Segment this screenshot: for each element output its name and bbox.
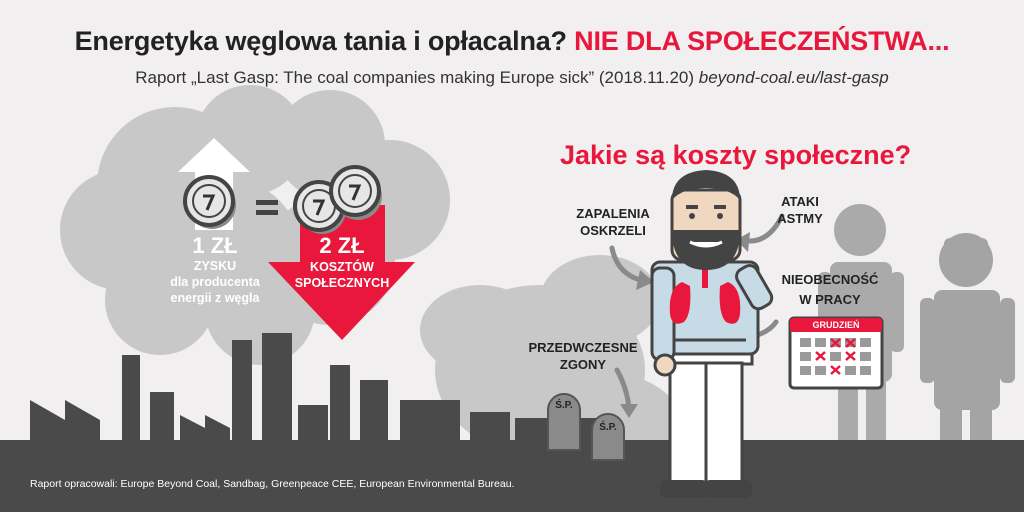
bronchitis-label-2: OSKRZELI <box>580 223 646 238</box>
title-main: Energetyka węglowa tania i opłacalna? <box>74 26 567 56</box>
asthma-label-1: ATAKI <box>781 194 819 209</box>
report-reference: Raport „Last Gasp: The coal companies ma… <box>135 68 695 87</box>
costs-question: Jakie są koszty społeczne? <box>560 140 912 170</box>
tombstone-inscription-2: Ś.P. <box>599 422 617 433</box>
profit-label-2: dla producenta <box>170 275 260 289</box>
profit-label-3: energii z węgla <box>170 291 260 305</box>
coins-stack-icon <box>293 165 382 234</box>
cost-label-1: KOSZTÓW <box>310 260 374 274</box>
title-highlight: NIE DLA SPOŁECZEŃSTWA... <box>574 26 950 56</box>
absence-label-2: W PRACY <box>799 292 861 307</box>
coin-icon <box>183 175 236 229</box>
main-person <box>650 170 774 498</box>
deaths-label-2: ZGONY <box>559 357 607 372</box>
person-silhouette-right <box>920 233 1015 465</box>
cost-down-arrow-icon <box>268 205 415 340</box>
bronchitis-label-1: ZAPALENIA <box>576 206 650 221</box>
page-title: Energetyka węglowa tania i opłacalna? NI… <box>0 26 1024 57</box>
footer-credits: Raport opracowali: Europe Beyond Coal, S… <box>30 478 515 490</box>
calendar-marks <box>815 338 856 375</box>
calendar-month: GRUDZIEŃ <box>812 320 860 330</box>
absence-label-1: NIEOBECNOŚĆ <box>781 272 879 287</box>
deaths-label-1: PRZEDWCZESNE <box>528 340 638 355</box>
cost-label-2: SPOŁECZNYCH <box>294 276 390 290</box>
tombstone-inscription-1: Ś.P. <box>555 400 573 411</box>
cost-amount: 2 ZŁ <box>319 233 365 258</box>
equals-icon <box>256 200 278 215</box>
smoke-cloud-left <box>60 85 450 365</box>
asthma-label-2: ASTMY <box>777 211 823 226</box>
profit-amount: 1 ZŁ <box>192 233 238 258</box>
page-subtitle: Raport „Last Gasp: The coal companies ma… <box>0 68 1024 88</box>
report-link[interactable]: beyond-coal.eu/last-gasp <box>698 68 889 87</box>
tombstone-icon <box>547 393 625 461</box>
profit-label-1: ZYSKU <box>193 259 237 273</box>
